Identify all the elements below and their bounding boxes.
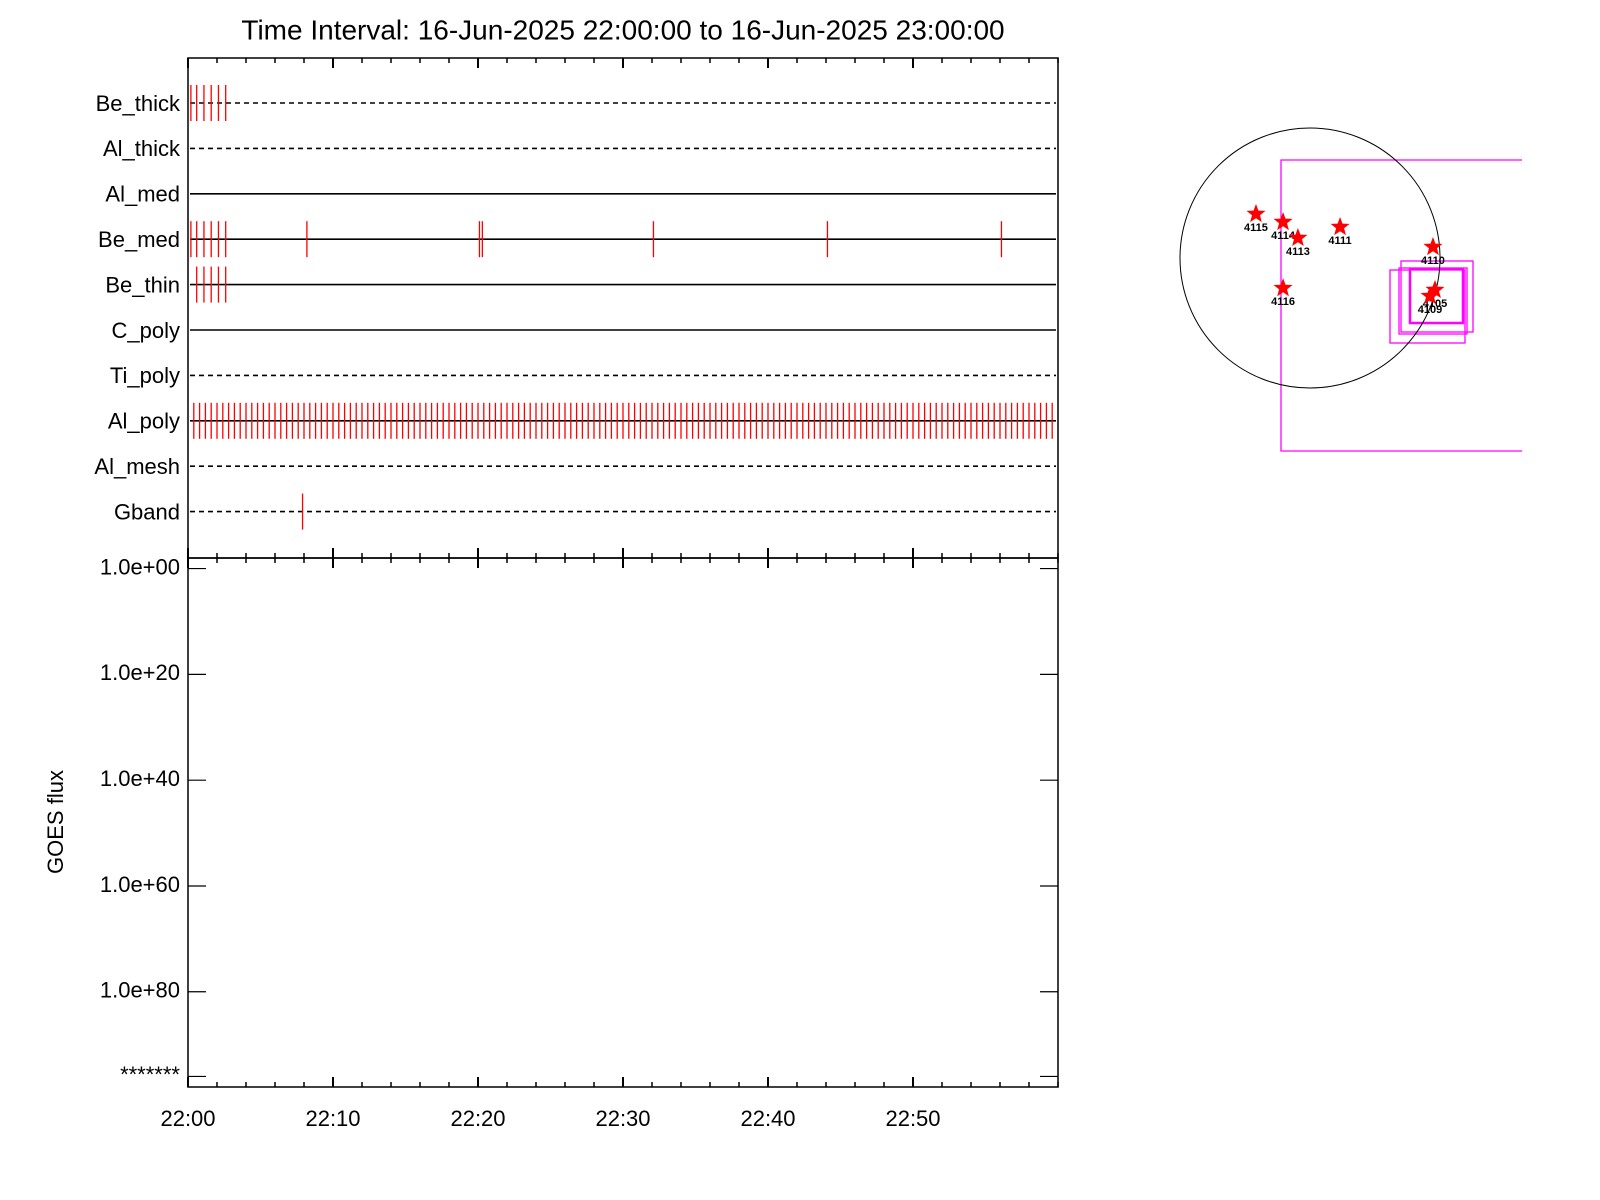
fov-box [1280, 159, 1522, 452]
region-label: 4115 [1244, 222, 1268, 234]
channel-label: Gband [114, 499, 180, 524]
region-label: 4109 [1418, 304, 1442, 316]
region-star [1273, 212, 1293, 231]
map-boxes [1280, 159, 1522, 452]
fov-box [1400, 260, 1474, 333]
x-tick-label: 22:10 [305, 1106, 360, 1131]
region-label: 4114 [1271, 230, 1296, 242]
y-tick-label: 1.0e+60 [100, 872, 180, 897]
region-star [1273, 278, 1293, 297]
region-label: 4116 [1271, 296, 1295, 308]
x-tick-label: 22:00 [160, 1106, 215, 1131]
panel-frame [187, 57, 1059, 559]
region-star [1288, 228, 1308, 246]
region-star [1246, 204, 1266, 223]
channel-label: Be_thick [96, 91, 181, 116]
fov-box [1408, 267, 1465, 325]
x-tick-label: 22:40 [740, 1106, 795, 1131]
solar-limb [1179, 127, 1441, 389]
y-tick-label: 1.0e+20 [100, 660, 180, 685]
region-label: 4111 [1328, 235, 1351, 247]
channel-label: Al_med [105, 182, 180, 207]
y-tick-label: 1.0e+00 [100, 554, 180, 579]
y-tick-label: 1.0e+80 [100, 978, 180, 1003]
y-tick-label: ******* [120, 1062, 180, 1087]
x-tick-label: 22:50 [885, 1106, 940, 1131]
region-label: 4113 [1286, 246, 1310, 258]
y-tick-label: 1.0e+40 [100, 766, 180, 791]
region-label: 4110 [1421, 255, 1445, 267]
channel-label: Be_thin [105, 272, 180, 297]
title: Time Interval: 16-Jun-2025 22:00:00 to 1… [241, 14, 1004, 45]
x-tick-label: 22:30 [595, 1106, 650, 1131]
region-star [1330, 217, 1350, 236]
channel-label: Al_thick [103, 136, 181, 161]
channel-label: C_poly [112, 318, 180, 343]
region-star [1420, 286, 1440, 305]
x-tick-label: 22:20 [450, 1106, 505, 1131]
channel-label: Be_med [98, 227, 180, 252]
panel-frame [187, 557, 1059, 1088]
channel-label: Ti_poly [110, 363, 180, 388]
channel-label: Al_mesh [94, 454, 180, 479]
region-star [1423, 237, 1443, 256]
region-star [1425, 280, 1445, 298]
y-axis-label: GOES flux [43, 770, 68, 874]
channel-label: Al_poly [108, 409, 180, 434]
